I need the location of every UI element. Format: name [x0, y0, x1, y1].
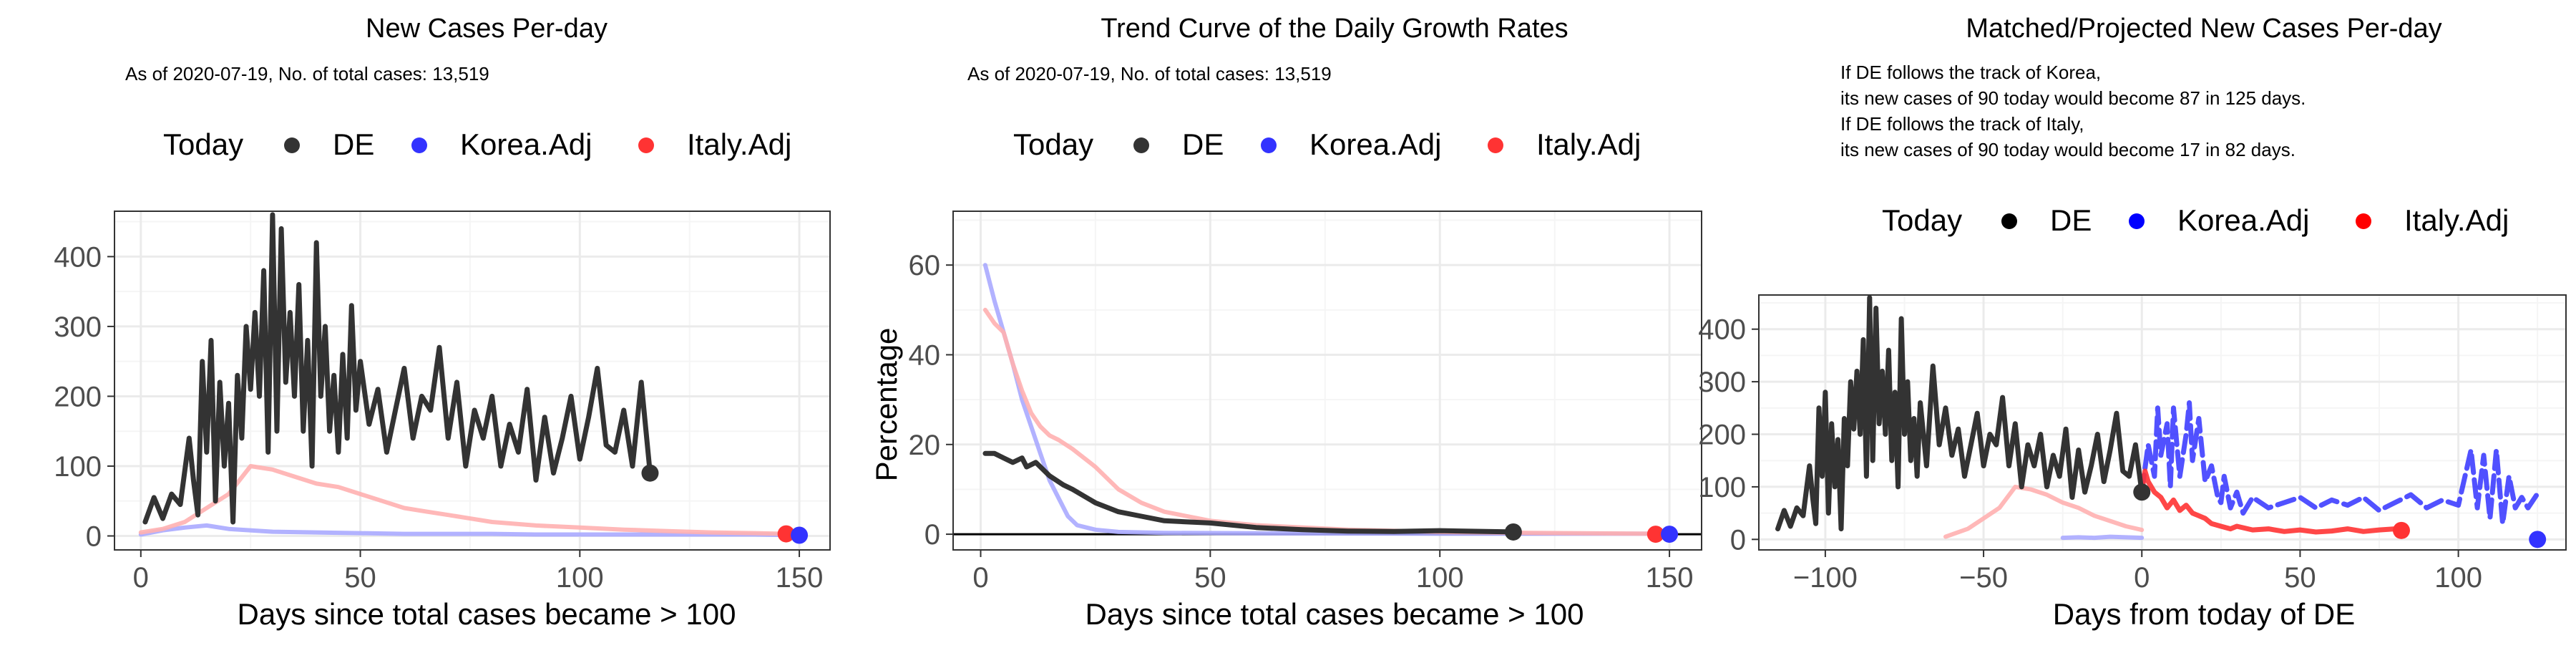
- today-point-korea-adj: [1661, 526, 1679, 543]
- y-tick-label: 200: [54, 381, 102, 412]
- plot-area: 0 50 100 150 0 20 40 60: [909, 211, 1702, 594]
- y-tick-label: 400: [54, 241, 102, 273]
- x-tick-label: 100: [556, 562, 604, 594]
- series-line-korea-adj: [2060, 534, 2145, 541]
- series-line-de: [982, 450, 1516, 535]
- series-line-de: [142, 212, 653, 525]
- x-tick-label: −50: [1959, 562, 2008, 594]
- y-tick-label: 400: [1698, 314, 1746, 346]
- x-tick-label: 0: [2134, 562, 2150, 594]
- y-tick-label: 60: [909, 250, 941, 281]
- legend: Today DE Korea.Adj Italy.Adj: [1013, 127, 1641, 161]
- legend-key-italy: [2356, 213, 2371, 229]
- legend-label-korea: Korea.Adj: [2177, 203, 2309, 237]
- today-point-italy-adj: [1646, 526, 1664, 543]
- y-tick-label: 20: [909, 430, 941, 461]
- x-tick-label: −100: [1793, 562, 1858, 594]
- legend-label-de: DE: [333, 127, 374, 161]
- series-line-korea-adj-projected: [2139, 400, 2540, 526]
- panel-subtitle: As of 2020-07-19, No. of total cases: 13…: [125, 63, 489, 84]
- series-line-italy-adj: [1943, 484, 2145, 539]
- y-tick-label: 200: [1698, 420, 1746, 451]
- x-tick-label: 100: [2434, 562, 2482, 594]
- panel-border: [114, 211, 831, 551]
- x-tick-label: 0: [972, 562, 988, 594]
- legend-key-de: [1133, 137, 1149, 153]
- legend: Today DE Korea.Adj Italy.Adj: [163, 127, 791, 161]
- today-point-korea-adj: [2529, 531, 2547, 548]
- series-line-de: [1775, 295, 2145, 532]
- legend-title: Today: [163, 127, 243, 161]
- panel-title: New Cases Per-day: [366, 14, 608, 44]
- legend-label-italy: Italy.Adj: [687, 127, 791, 161]
- panel-subtitle: As of 2020-07-19, No. of total cases: 13…: [967, 63, 1332, 84]
- x-tick-label: 50: [2284, 562, 2316, 594]
- panel-subtitle-line-3: If DE follows the track of Italy,: [1840, 113, 2084, 135]
- panel-title: Matched/Projected New Cases Per-day: [1966, 14, 2441, 44]
- y-axis-label: Percentage: [869, 328, 903, 482]
- panel-subtitle-line-2: its new cases of 90 today would become 8…: [1840, 87, 2306, 109]
- panel-matched-projected: Matched/Projected New Cases Per-day If D…: [1698, 14, 2567, 631]
- y-tick-label: 100: [1698, 472, 1746, 503]
- panel-border: [1758, 294, 2567, 551]
- legend: Today DE Korea.Adj Italy.Adj: [1882, 203, 2509, 237]
- legend-key-italy: [1488, 137, 1503, 153]
- series-line-korea-adj: [982, 263, 1672, 536]
- legend-label-korea: Korea.Adj: [460, 127, 592, 161]
- y-tick-label: 40: [909, 339, 941, 371]
- panel-border: [952, 211, 1702, 551]
- panel-subtitle-line-1: If DE follows the track of Korea,: [1840, 62, 2101, 83]
- series-line-korea-adj: [138, 523, 802, 538]
- legend-label-korea: Korea.Adj: [1309, 127, 1441, 161]
- today-point-italy-adj: [777, 525, 795, 543]
- legend-label-de: DE: [1182, 127, 1224, 161]
- y-tick-label: 300: [1698, 367, 1746, 398]
- plot-area: −100 −50 0 50 100 0 100 200 300 400: [1698, 294, 2567, 594]
- y-tick-label: 0: [924, 519, 940, 551]
- legend-key-korea: [2129, 213, 2145, 229]
- legend-title: Today: [1013, 127, 1093, 161]
- legend-key-de: [2001, 213, 2017, 229]
- series-line-italy-adj-projected: [2139, 468, 2404, 535]
- today-point-de: [1504, 523, 1522, 541]
- x-axis-label: Days from today of DE: [2053, 597, 2355, 631]
- legend-label-italy: Italy.Adj: [1536, 127, 1641, 161]
- today-point-de: [2133, 483, 2151, 501]
- x-tick-label: 150: [776, 562, 824, 594]
- series-line-italy-adj: [138, 464, 789, 536]
- panel-title: Trend Curve of the Daily Growth Rates: [1101, 14, 1568, 44]
- x-tick-label: 50: [344, 562, 376, 594]
- x-axis-label: Days since total cases became > 100: [1085, 597, 1584, 631]
- legend-key-korea: [1261, 137, 1277, 153]
- legend-key-de: [284, 137, 300, 153]
- x-tick-label: 150: [1646, 562, 1694, 594]
- x-tick-label: 0: [133, 562, 149, 594]
- y-tick-label: 300: [54, 311, 102, 343]
- x-tick-label: 100: [1416, 562, 1464, 594]
- today-point-korea-adj: [791, 526, 809, 544]
- legend-title: Today: [1882, 203, 1962, 237]
- panel-new-cases: New Cases Per-day As of 2020-07-19, No. …: [54, 14, 831, 631]
- today-point-de: [641, 464, 659, 482]
- y-tick-label: 100: [54, 451, 102, 483]
- panel-growth-rates: Trend Curve of the Daily Growth Rates As…: [869, 14, 1702, 631]
- legend-label-de: DE: [2050, 203, 2092, 237]
- x-tick-label: 50: [1194, 562, 1226, 594]
- today-point-italy-adj: [2392, 521, 2410, 539]
- legend-key-italy: [638, 137, 654, 153]
- y-tick-label: 0: [1730, 524, 1746, 556]
- plot-area: 0 50 100 150 0 100 200 300 400: [54, 211, 831, 594]
- legend-key-korea: [411, 137, 427, 153]
- y-tick-label: 0: [86, 521, 102, 552]
- legend-label-italy: Italy.Adj: [2404, 203, 2509, 237]
- x-axis-label: Days since total cases became > 100: [238, 597, 736, 631]
- panel-subtitle-line-4: its new cases of 90 today would become 1…: [1840, 139, 2296, 160]
